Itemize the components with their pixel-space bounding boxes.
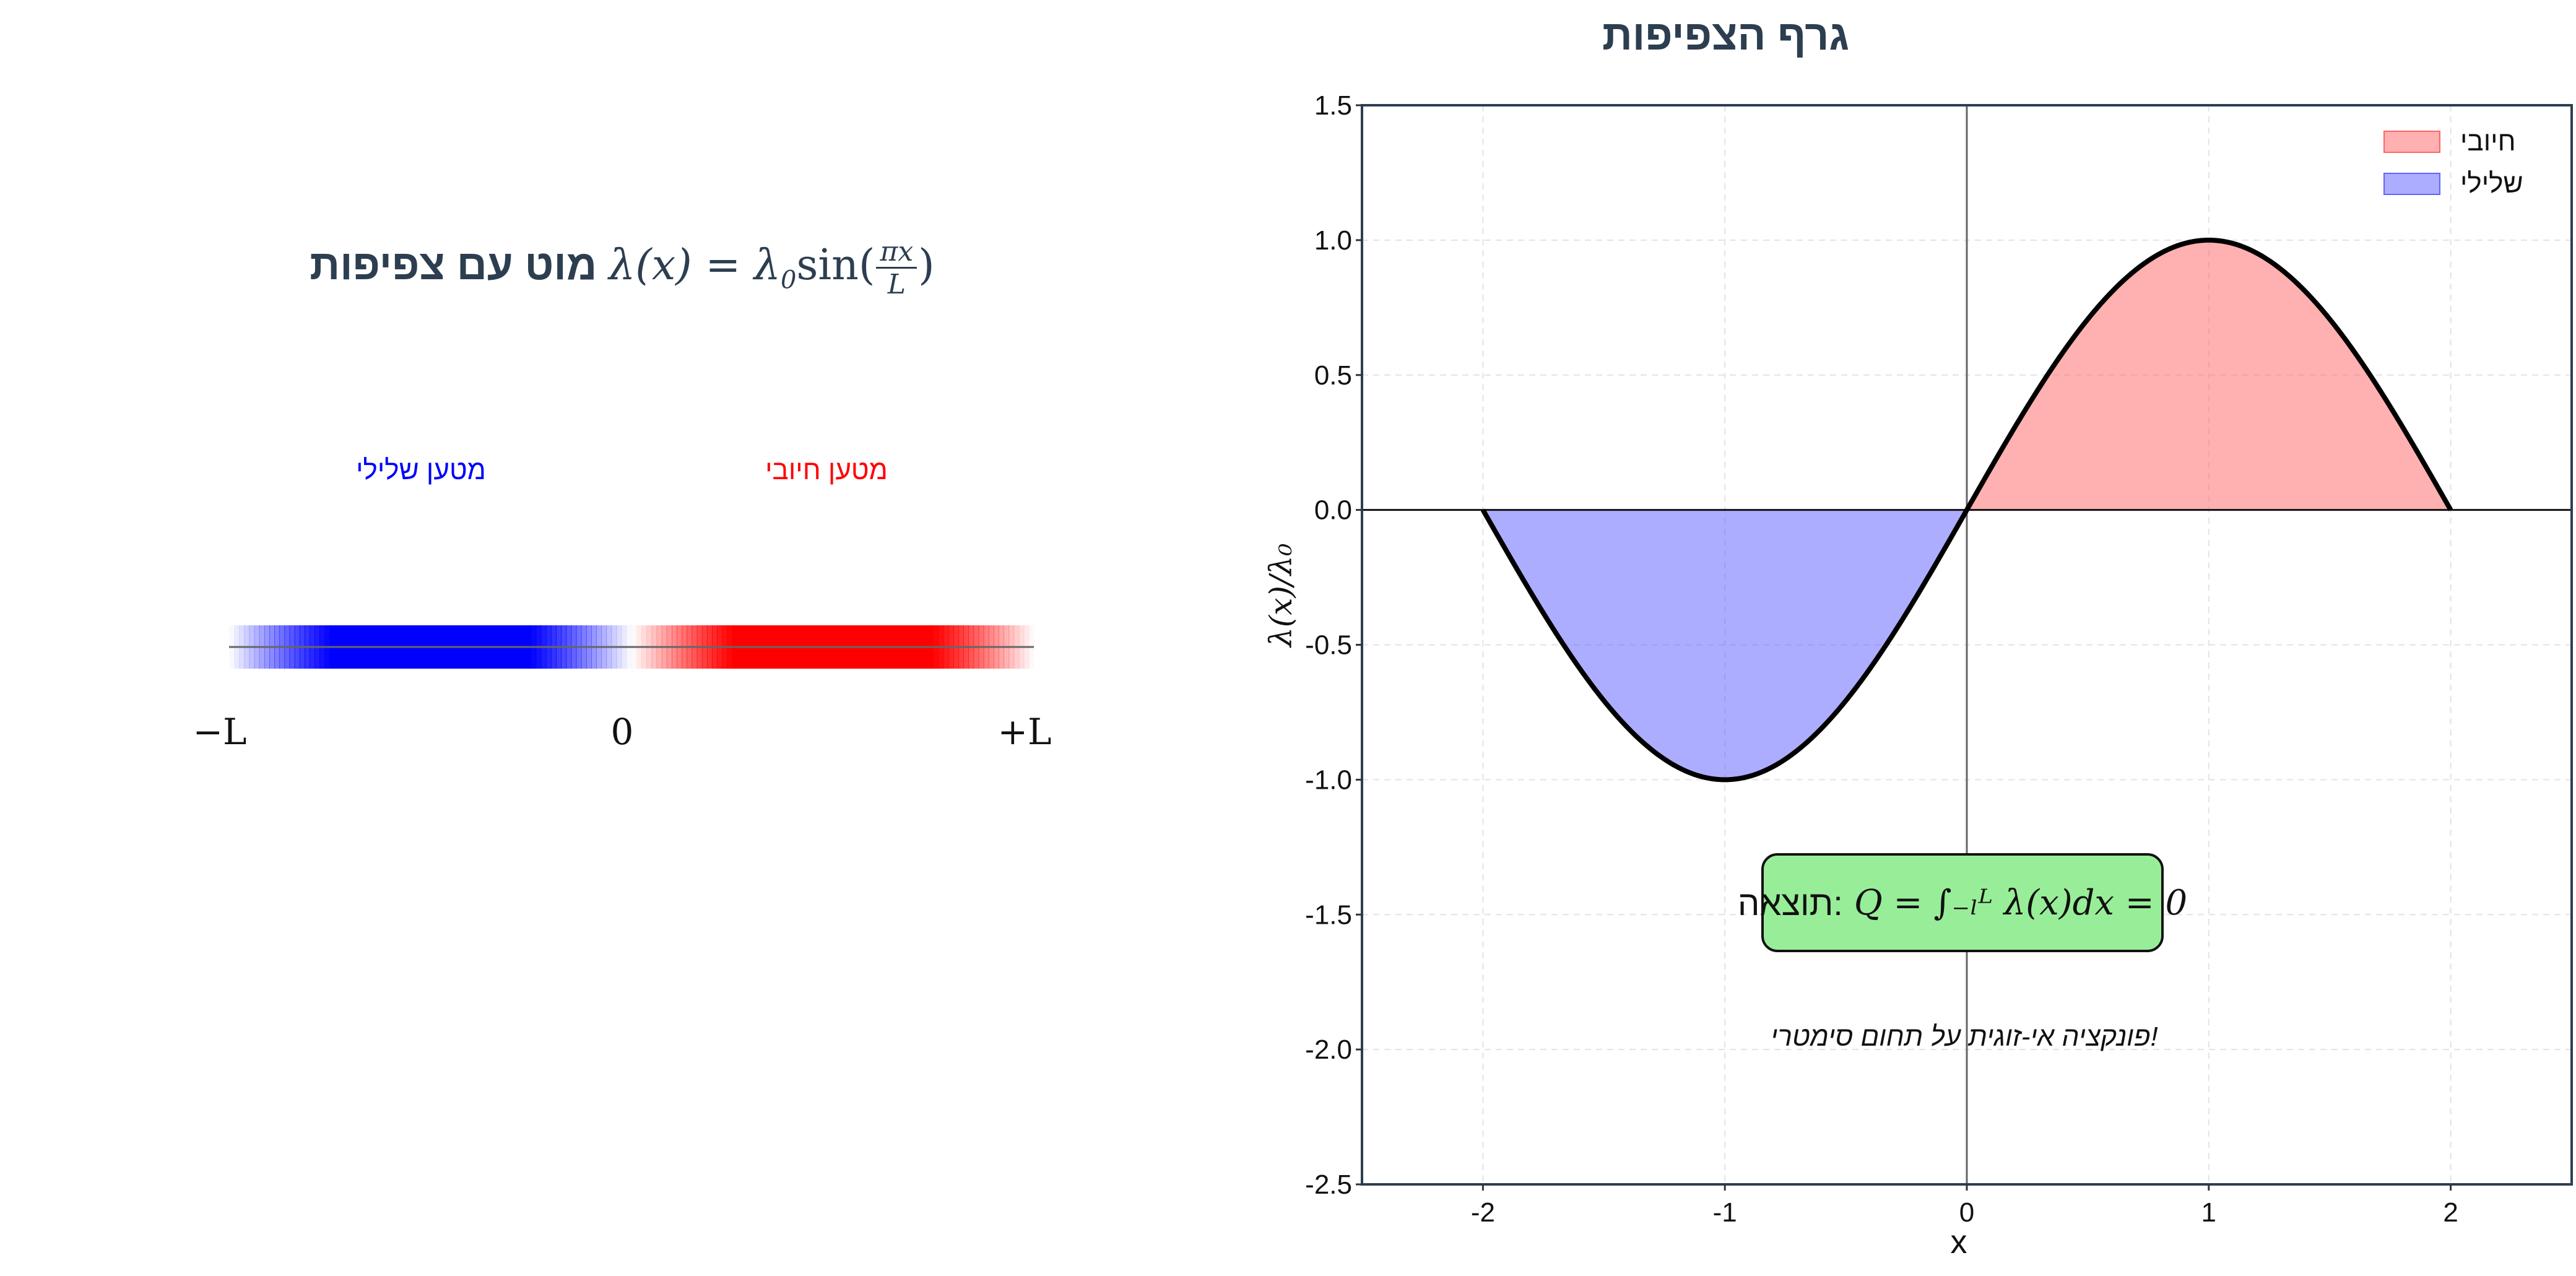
density-curve bbox=[1480, 237, 2453, 783]
y-tick-label: 1.5 bbox=[1314, 90, 1352, 121]
rod-title: מוט עם צפיפות λ(x) = λ0sin(πx L) bbox=[0, 238, 1244, 298]
result-label: תוצאה: bbox=[1737, 883, 1843, 922]
x-tick-label: -2 bbox=[1471, 1197, 1495, 1228]
result-formula: Q = ∫₋ₗᴸ λ(x)dx = 0 bbox=[1854, 882, 2188, 923]
chart-plot-area: -2 -1 0 1 2 1.5 1.0 0.5 0.0 -0.5 -1.0 -1.5 -2.0 -2.5 bbox=[1305, 90, 2573, 1228]
x-tick-label: 0 bbox=[1959, 1197, 1974, 1228]
negative-area bbox=[1483, 510, 1967, 780]
rod-density-strip bbox=[229, 625, 1034, 669]
negative-charge-label: מטען שלילי bbox=[356, 455, 486, 485]
y-tick-label: 0.5 bbox=[1314, 360, 1352, 391]
y-tick-label: -2.5 bbox=[1305, 1170, 1352, 1200]
x-axis-label: x bbox=[1950, 1223, 1967, 1261]
rod-title-formula: λ(x) = λ0sin(πx L) bbox=[609, 236, 935, 300]
y-tick-label: -0.5 bbox=[1305, 630, 1352, 661]
rod-tick-minus-l: −L bbox=[193, 711, 247, 753]
positive-area bbox=[1967, 240, 2451, 510]
y-tick-label: -1.5 bbox=[1305, 900, 1352, 930]
y-tick-label: -2.0 bbox=[1305, 1035, 1352, 1065]
legend-swatch-positive bbox=[2383, 131, 2440, 153]
x-tick-label: -1 bbox=[1713, 1197, 1737, 1228]
pi-x-over-l-fraction: πx L bbox=[876, 238, 917, 298]
legend-item-positive: חיובי bbox=[2383, 121, 2523, 163]
odd-function-note: פונקציה אי-זוגית על תחום סימטרי! bbox=[1771, 1022, 2158, 1052]
result-annotation: תוצאה: Q = ∫₋ₗᴸ λ(x)dx = 0 bbox=[1738, 853, 2187, 952]
chart-title: גרף הצפיפות bbox=[1602, 12, 1849, 59]
y-axis-label: λ(x)/λ₀ bbox=[1263, 543, 1299, 647]
x-tick-label: 1 bbox=[2201, 1197, 2216, 1228]
rod-tick-plus-l: +L bbox=[997, 711, 1052, 753]
density-chart: גרף הצפיפות -2 -1 0 1 2 1.5 1.0 0.5 0.0 -0.5 -1.0-… bbox=[1244, 0, 2576, 1276]
positive-charge-label: מטען חיובי bbox=[765, 455, 888, 485]
y-tick-label: 1.0 bbox=[1314, 225, 1352, 256]
y-tick-label: -1.0 bbox=[1305, 765, 1352, 795]
rod-title-text: מוט עם צפיפות bbox=[310, 241, 597, 289]
y-tick-label: 0.0 bbox=[1314, 495, 1352, 526]
rod-panel: מוט עם צפיפות λ(x) = λ0sin(πx L) מטען שלי… bbox=[0, 0, 1244, 1276]
x-tick-label: 2 bbox=[2443, 1197, 2458, 1228]
legend-label-negative: שלילי bbox=[2460, 168, 2523, 199]
rod-tick-zero: 0 bbox=[610, 711, 634, 753]
chart-legend: חיובי שלילי bbox=[2383, 121, 2523, 205]
charged-rod bbox=[204, 613, 1059, 681]
legend-swatch-negative bbox=[2383, 173, 2440, 195]
legend-item-negative: שלילי bbox=[2383, 163, 2523, 205]
legend-label-positive: חיובי bbox=[2460, 126, 2516, 157]
